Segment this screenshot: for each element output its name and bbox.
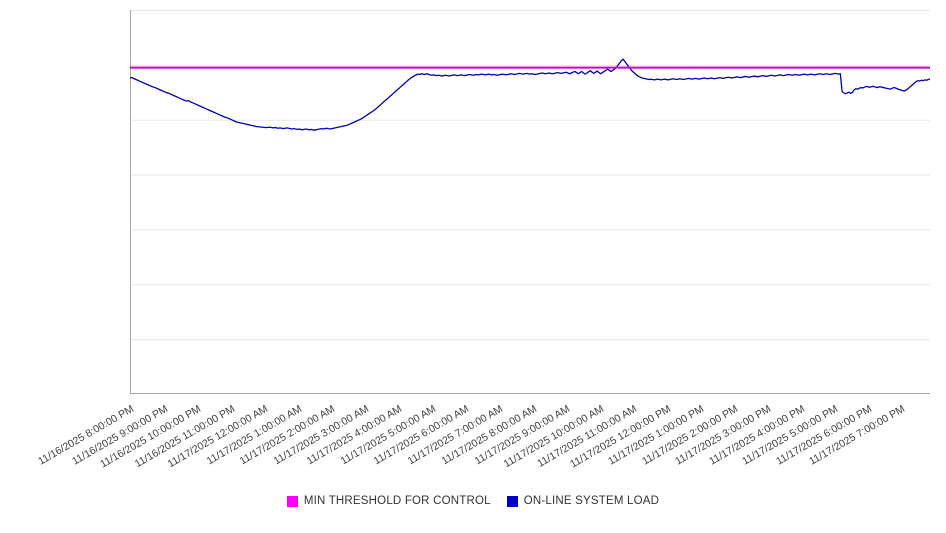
legend-entry-min-threshold[interactable]: MIN THRESHOLD FOR CONTROL bbox=[286, 495, 491, 507]
x-axis-tick-label: 11/17/2025 12:00:00 PM bbox=[567, 403, 673, 471]
x-axis-tick-label: 11/17/2025 10:00:00 AM bbox=[501, 403, 606, 471]
chart-canvas bbox=[130, 10, 930, 394]
legend-label-system-load: ON-LINE SYSTEM LOAD bbox=[523, 495, 660, 507]
x-axis-tick-label: 11/17/2025 6:00:00 AM bbox=[372, 403, 472, 468]
x-axis-tick-label: 11/17/2025 7:00:00 AM bbox=[405, 403, 505, 468]
x-axis-tick-label: 11/16/2025 8:00:00 PM bbox=[36, 403, 136, 468]
x-axis-tick-label: 11/16/2025 9:00:00 PM bbox=[69, 403, 170, 468]
x-axis-tick-label: 11/17/2025 1:00:00 PM bbox=[606, 403, 707, 468]
series-line-on-line-system-load bbox=[130, 58, 930, 131]
x-axis-tick-label: 11/17/2025 9:00:00 AM bbox=[472, 403, 573, 468]
plot-area bbox=[130, 10, 930, 394]
x-axis-tick-label: 11/17/2025 3:00:00 PM bbox=[673, 403, 774, 468]
legend-label-min-threshold: MIN THRESHOLD FOR CONTROL bbox=[303, 495, 491, 507]
gridlines bbox=[130, 10, 930, 341]
axis-lines bbox=[130, 10, 930, 394]
x-axis-tick-label: 11/16/2025 11:00:00 PM bbox=[132, 403, 237, 471]
x-axis-tick-label: 11/17/2025 11:00:00 AM bbox=[535, 403, 640, 470]
x-axis-tick-label: 11/17/2025 1:00:00 AM bbox=[204, 403, 304, 468]
x-axis-tick-label: 11/17/2025 12:00:00 AM bbox=[165, 403, 271, 471]
x-axis-tick-label: 11/17/2025 6:00:00 PM bbox=[774, 403, 874, 468]
x-axis-tick-label: 11/17/2025 4:00:00 PM bbox=[706, 403, 807, 468]
x-axis-tick-label: 11/17/2025 8:00:00 AM bbox=[439, 403, 539, 468]
x-axis-tick-label: 11/17/2025 4:00:00 AM bbox=[304, 403, 405, 468]
legend-entry-system-load[interactable]: ON-LINE SYSTEM LOAD bbox=[506, 495, 660, 507]
x-axis-tick-label: 11/17/2025 2:00:00 AM bbox=[237, 403, 338, 468]
x-axis-tick-label: 11/17/2025 2:00:00 PM bbox=[639, 403, 740, 468]
legend-swatch-magenta-icon bbox=[286, 495, 298, 507]
x-axis-tick-label: 11/17/2025 7:00:00 PM bbox=[807, 403, 908, 468]
x-axis-tick-label: 11/17/2025 3:00:00 AM bbox=[271, 403, 371, 468]
x-axis-tick-label: 11/17/2025 5:00:00 PM bbox=[740, 403, 841, 468]
legend-swatch-blue-icon bbox=[506, 495, 518, 507]
x-axis-tick-label: 11/17/2025 5:00:00 AM bbox=[338, 403, 438, 468]
x-axis-tick-label: 11/16/2025 10:00:00 PM bbox=[98, 403, 204, 471]
chart-legend: MIN THRESHOLD FOR CONTROL ON-LINE SYSTEM… bbox=[0, 495, 946, 507]
